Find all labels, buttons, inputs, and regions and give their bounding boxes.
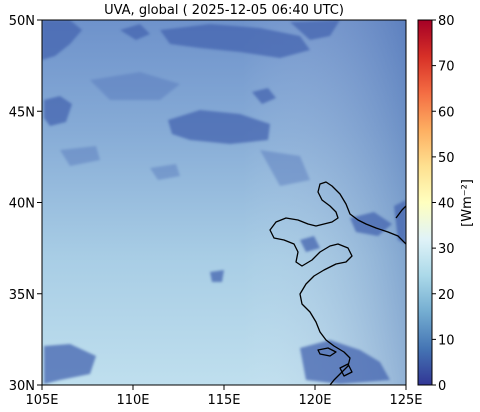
y-tick-label: 40N — [9, 197, 35, 212]
map-title: UVA, global ( 2025-12-05 06:40 UTC) — [104, 3, 344, 18]
x-tick-label: 105E — [25, 393, 58, 408]
colorbar-tick-label: 30 — [438, 242, 455, 257]
colorbar-tick-label: 40 — [438, 197, 455, 212]
colorbar-tick-label: 60 — [438, 105, 455, 120]
colorbar-tick-label: 50 — [438, 151, 455, 166]
coastline — [269, 181, 406, 385]
colorbar-unit-label: [Wm⁻²] — [460, 179, 475, 227]
colorbar-gradient — [418, 20, 432, 385]
colorbar-tick-label: 0 — [438, 379, 446, 394]
y-tick-label: 35N — [9, 288, 35, 303]
colorbar-tick-label: 80 — [438, 14, 455, 29]
x-axis-ticks: 105E 110E 115E 120E 125E — [25, 385, 423, 408]
x-tick-label: 120E — [298, 393, 331, 408]
x-tick-label: 110E — [116, 393, 149, 408]
y-tick-label: 30N — [9, 379, 35, 394]
cloud-patches — [42, 20, 406, 384]
map-area — [42, 20, 406, 385]
y-tick-label: 50N — [9, 14, 35, 29]
colorbar-tick-label: 10 — [438, 333, 455, 348]
x-tick-label: 125E — [389, 393, 422, 408]
colorbar-ticks: 0 10 20 30 40 50 60 70 80 — [432, 14, 455, 394]
colorbar-tick-label: 20 — [438, 288, 455, 303]
x-tick-label: 115E — [207, 393, 240, 408]
y-axis-ticks: 30N 35N 40N 45N 50N — [9, 14, 42, 394]
y-tick-label: 45N — [9, 105, 35, 120]
colorbar-tick-label: 70 — [438, 60, 455, 75]
thin-clouds — [60, 72, 310, 186]
east-shading — [42, 20, 406, 385]
